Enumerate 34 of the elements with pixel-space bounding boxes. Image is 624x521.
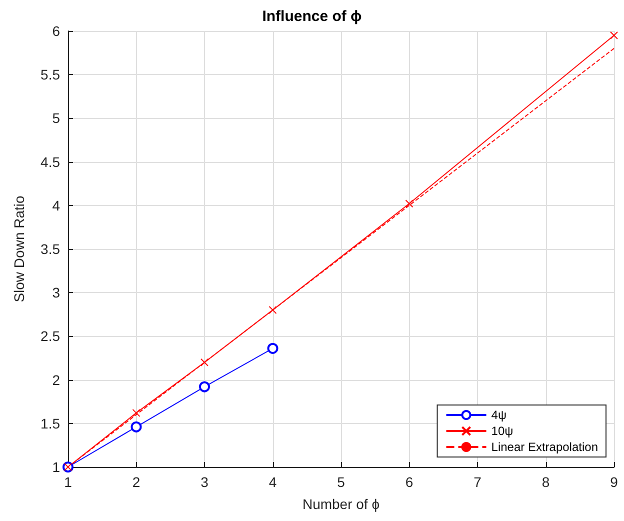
- y-tick-label: 4: [52, 197, 60, 214]
- point: [267, 342, 278, 354]
- chart-title: Influence of ϕ: [262, 8, 362, 25]
- y-tick-label: 5.5: [40, 66, 60, 83]
- y-tick-label: 2.5: [40, 328, 60, 344]
- x-tick-label: 3: [200, 474, 209, 490]
- x-tick-label: 8: [542, 474, 550, 490]
- y-tick-label: 3.5: [40, 241, 60, 257]
- y-tick-label: 6: [52, 23, 60, 39]
- point: [610, 31, 618, 40]
- point: [405, 200, 414, 208]
- x-tick-label: 6: [405, 474, 414, 490]
- y-axis-title: Slow Down Ratio: [11, 195, 27, 302]
- legend-label: 4ψ: [491, 408, 506, 422]
- point: [199, 381, 210, 392]
- x-tick-label: 1: [64, 474, 72, 490]
- x-tick-label: 2: [132, 474, 140, 490]
- x-tick-label: 7: [474, 474, 482, 490]
- x-tick-label: 5: [337, 474, 346, 490]
- legend-label: Linear Extrapolation: [491, 440, 598, 454]
- y-tick-label: 3: [52, 284, 60, 301]
- x-tick-label: 4: [268, 474, 277, 490]
- legend-label: 10ψ: [491, 424, 514, 438]
- point: [132, 408, 140, 417]
- y-tick-label: 5: [52, 110, 60, 126]
- y-tick-label: 1: [52, 459, 60, 475]
- x-axis-title: Number of ϕ: [302, 496, 380, 512]
- y-tick-label: 1.5: [40, 415, 60, 432]
- y-tick-label: 4.5: [40, 154, 60, 170]
- point: [268, 306, 277, 314]
- y-tick-label: 2: [52, 372, 60, 388]
- point: [130, 421, 142, 432]
- point: [200, 358, 208, 366]
- x-tick-label: 9: [610, 474, 618, 490]
